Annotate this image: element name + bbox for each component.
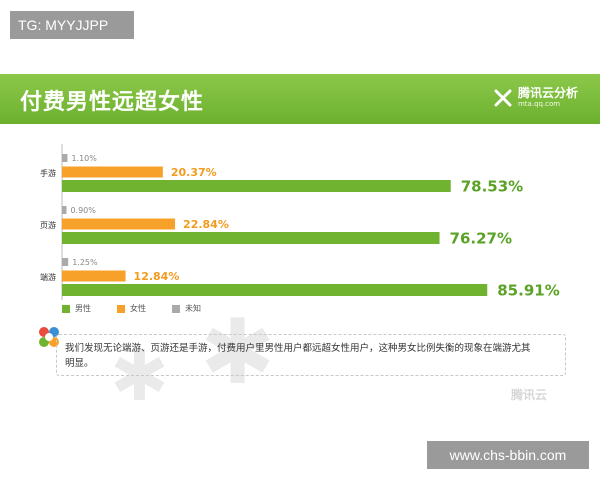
legend-swatch: [62, 304, 70, 313]
bar-male: [62, 180, 451, 192]
brand-url: mta.qq.com: [517, 100, 561, 108]
category-label: 页游: [40, 220, 56, 230]
brand-logo: 腾讯云分析 mta.qq.com: [494, 86, 578, 109]
data-label: 20.37%: [171, 166, 217, 179]
summary-note: 我们发现无论端游、页游还是手游，付费用户里男性用户都远超女性用户，这种男女比例失…: [56, 334, 566, 376]
legend-swatch: [117, 304, 125, 313]
brand-name: 腾讯云分析: [517, 86, 578, 100]
legend-label: 女性: [130, 304, 146, 313]
legend-item: 女性: [117, 303, 146, 314]
bar-male: [62, 232, 440, 244]
bar-unknown: [62, 154, 68, 162]
legend-item: 男性: [62, 303, 91, 314]
data-label: 0.90%: [70, 206, 96, 215]
data-label: 12.84%: [134, 270, 180, 283]
legend-label: 男性: [75, 304, 91, 313]
bar-female: [62, 270, 126, 282]
bar-male: [62, 284, 488, 296]
data-label: 76.27%: [450, 229, 512, 247]
legend-label: 未知: [185, 304, 201, 313]
watermark-top: TG: MYYJJPP: [10, 11, 134, 39]
data-label: 85.91%: [497, 281, 559, 299]
chart-title: 付费男性远超女性: [20, 90, 205, 115]
bar-female: [62, 166, 163, 178]
tencent-cloud-icon: [494, 89, 512, 106]
footer-brand: 腾讯云: [511, 388, 548, 402]
legend-swatch: [172, 304, 180, 313]
legend-item: 未知: [172, 303, 201, 314]
category-label: 手游: [40, 168, 56, 178]
note-line-2: 明显。: [65, 358, 94, 369]
watermark-bottom: www.chs-bbin.com: [427, 441, 589, 469]
bar-unknown: [62, 258, 69, 266]
category-label: 端游: [40, 272, 56, 282]
note-line-1: 我们发现无论端游、页游还是手游，付费用户里男性用户都远超女性用户，这种男女比例失…: [65, 343, 531, 354]
bar-female: [62, 218, 176, 230]
chart-legend: 男性 女性 未知: [62, 303, 227, 314]
bar-unknown: [62, 206, 67, 214]
bar-chart: 手游 1.10% 20.37% 78.53% 页游 0.90% 22.84% 76.27% 端游…: [40, 144, 560, 300]
data-label: 1.10%: [71, 154, 97, 163]
data-label: 22.84%: [183, 218, 229, 231]
data-label: 78.53%: [461, 177, 523, 195]
title-banner: 付费男性远超女性 腾讯云分析 mta.qq.com: [0, 74, 600, 124]
data-label: 1.25%: [72, 258, 98, 267]
